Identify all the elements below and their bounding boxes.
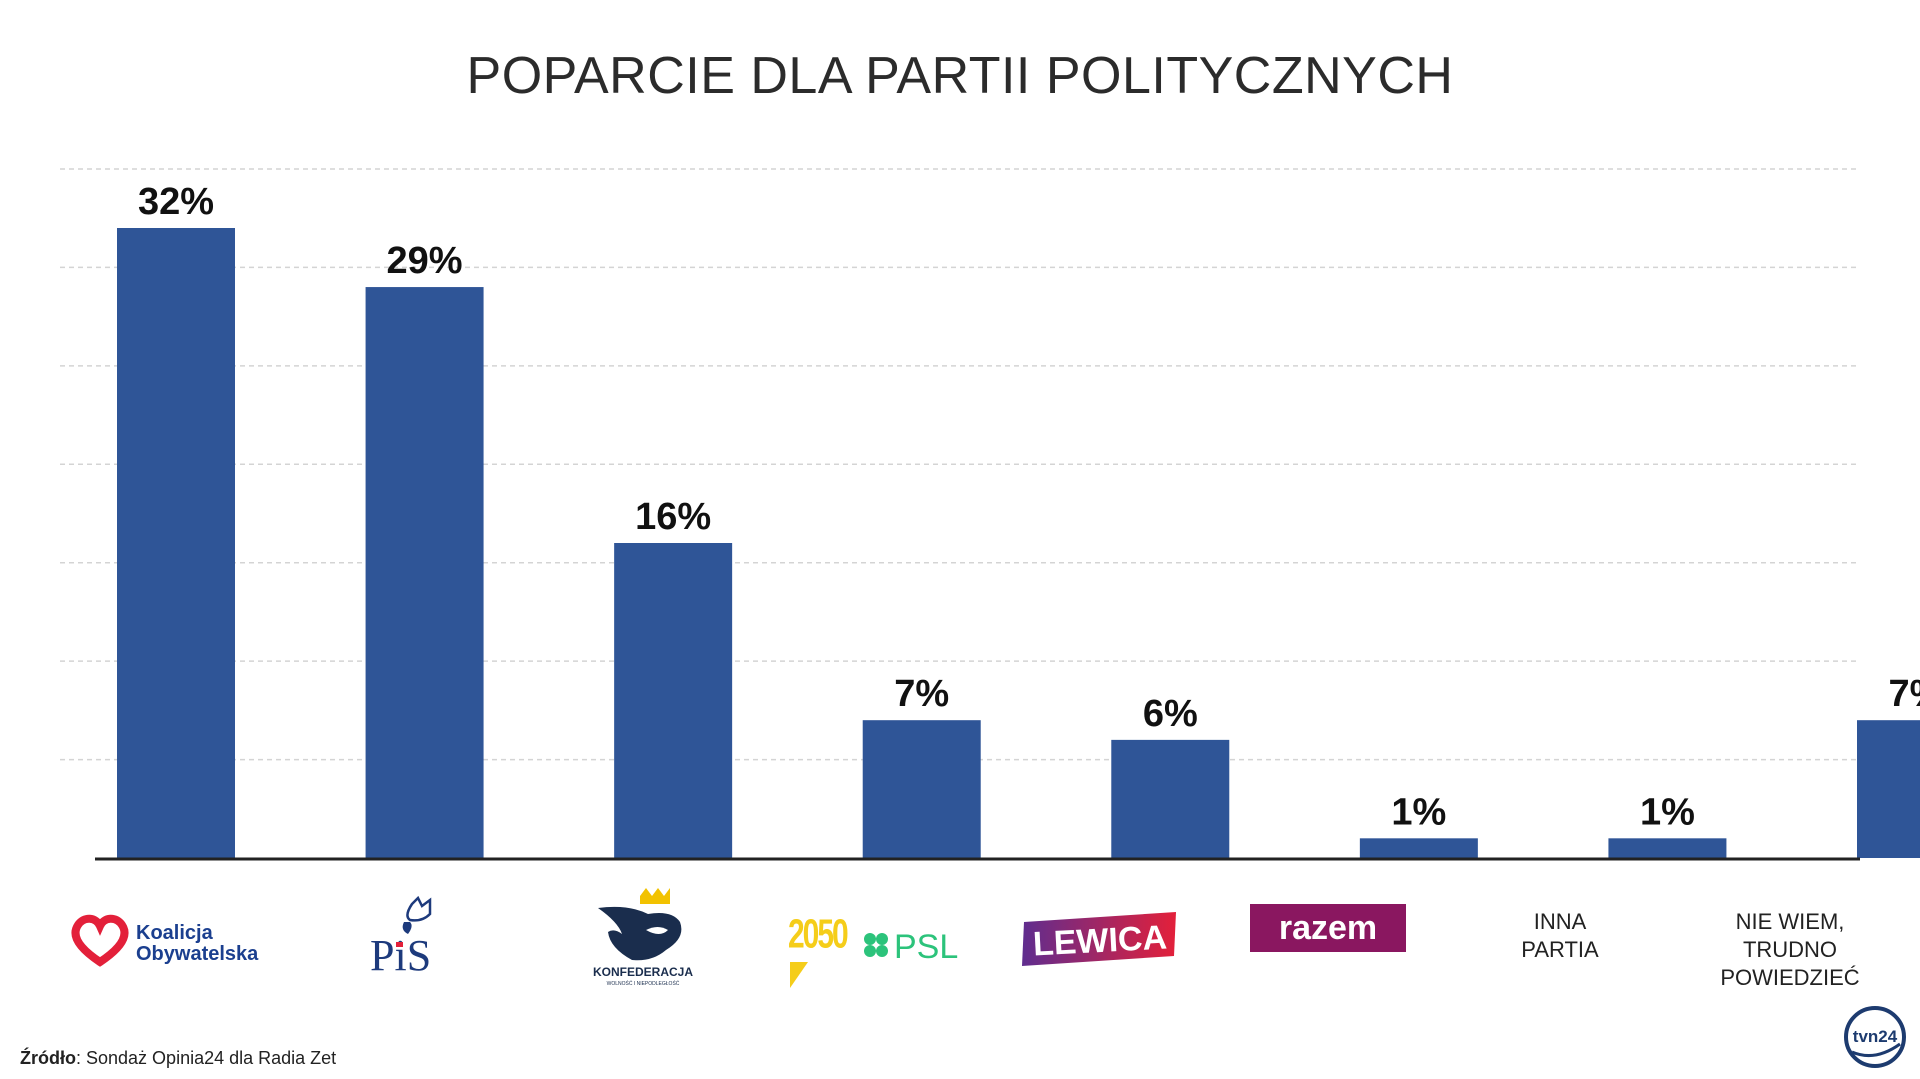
source-label: Źródło	[20, 1048, 76, 1068]
konfederacja-subtext: WOLNOŚĆ I NIEPODLEGŁOŚĆ	[607, 979, 680, 987]
niewiem-line1: NIE WIEM,	[1735, 909, 1845, 934]
crown-icon	[640, 888, 670, 904]
ko-line1: Koalicja	[136, 922, 214, 944]
source-note: Źródło: Sondaż Opinia24 dla Radia Zet	[20, 1048, 336, 1069]
bar-value-label: 7%	[1889, 673, 1920, 715]
logo-pis: PiS	[360, 895, 460, 980]
eagle-icon	[598, 906, 682, 961]
bar-value-label: 29%	[387, 240, 463, 282]
bar	[1857, 720, 1920, 858]
bar-value-label: 6%	[1143, 693, 1198, 735]
chart-title: POPARCIE DLA PARTII POLITYCZNYCH	[466, 47, 1454, 105]
inna-line2: PARTIA	[1521, 937, 1599, 962]
lewica-text: LEWICA	[1032, 919, 1168, 964]
bar	[1359, 838, 1478, 858]
bar-value-label: 32%	[138, 181, 214, 223]
logo-koalicja-obywatelska: Koalicja Obywatelska	[70, 912, 270, 968]
psl-text: PSL	[894, 928, 958, 966]
eagle-crown-icon	[406, 895, 432, 922]
bar-value-label: 7%	[894, 673, 949, 715]
bar	[1111, 739, 1230, 858]
ko-line2: Obywatelska	[136, 943, 259, 965]
konfederacja-text: KONFEDERACJA	[593, 965, 693, 979]
category-label-nie-wiem: NIE WIEM, TRUDNO POWIEDZIEĆ	[1680, 908, 1900, 992]
source-text: : Sondaż Opinia24 dla Radia Zet	[76, 1048, 337, 1068]
clover-icon	[864, 933, 888, 957]
bar	[614, 543, 733, 858]
bar	[365, 287, 484, 858]
category-label-inna-partia: INNA PARTIA	[1480, 908, 1640, 964]
bar	[117, 228, 235, 858]
bar	[1608, 838, 1727, 858]
bar-value-label: 1%	[1640, 791, 1695, 833]
inna-line1: INNA	[1533, 909, 1587, 934]
tvn24-logo: tvn24	[1842, 1004, 1908, 1070]
pis-text: PiS	[370, 931, 431, 976]
niewiem-line2: TRUDNO POWIEDZIEĆ	[1720, 937, 1860, 990]
bar	[862, 720, 981, 858]
logo-razem: razem	[1250, 904, 1406, 952]
razem-text: razem	[1279, 909, 1377, 947]
logo-lewica: LEWICA	[1020, 906, 1180, 970]
heart-icon	[71, 914, 129, 967]
bar-value-label: 1%	[1391, 791, 1446, 833]
logo-konfederacja: KONFEDERACJA WOLNOŚĆ I NIEPODLEGŁOŚĆ	[588, 888, 698, 988]
bar-value-label: 16%	[635, 496, 711, 538]
logo-polska2050-psl: 2050 PSL	[788, 896, 968, 988]
polska2050-text: 2050	[788, 911, 848, 956]
tvn24-text: tvn24	[1853, 1027, 1898, 1046]
